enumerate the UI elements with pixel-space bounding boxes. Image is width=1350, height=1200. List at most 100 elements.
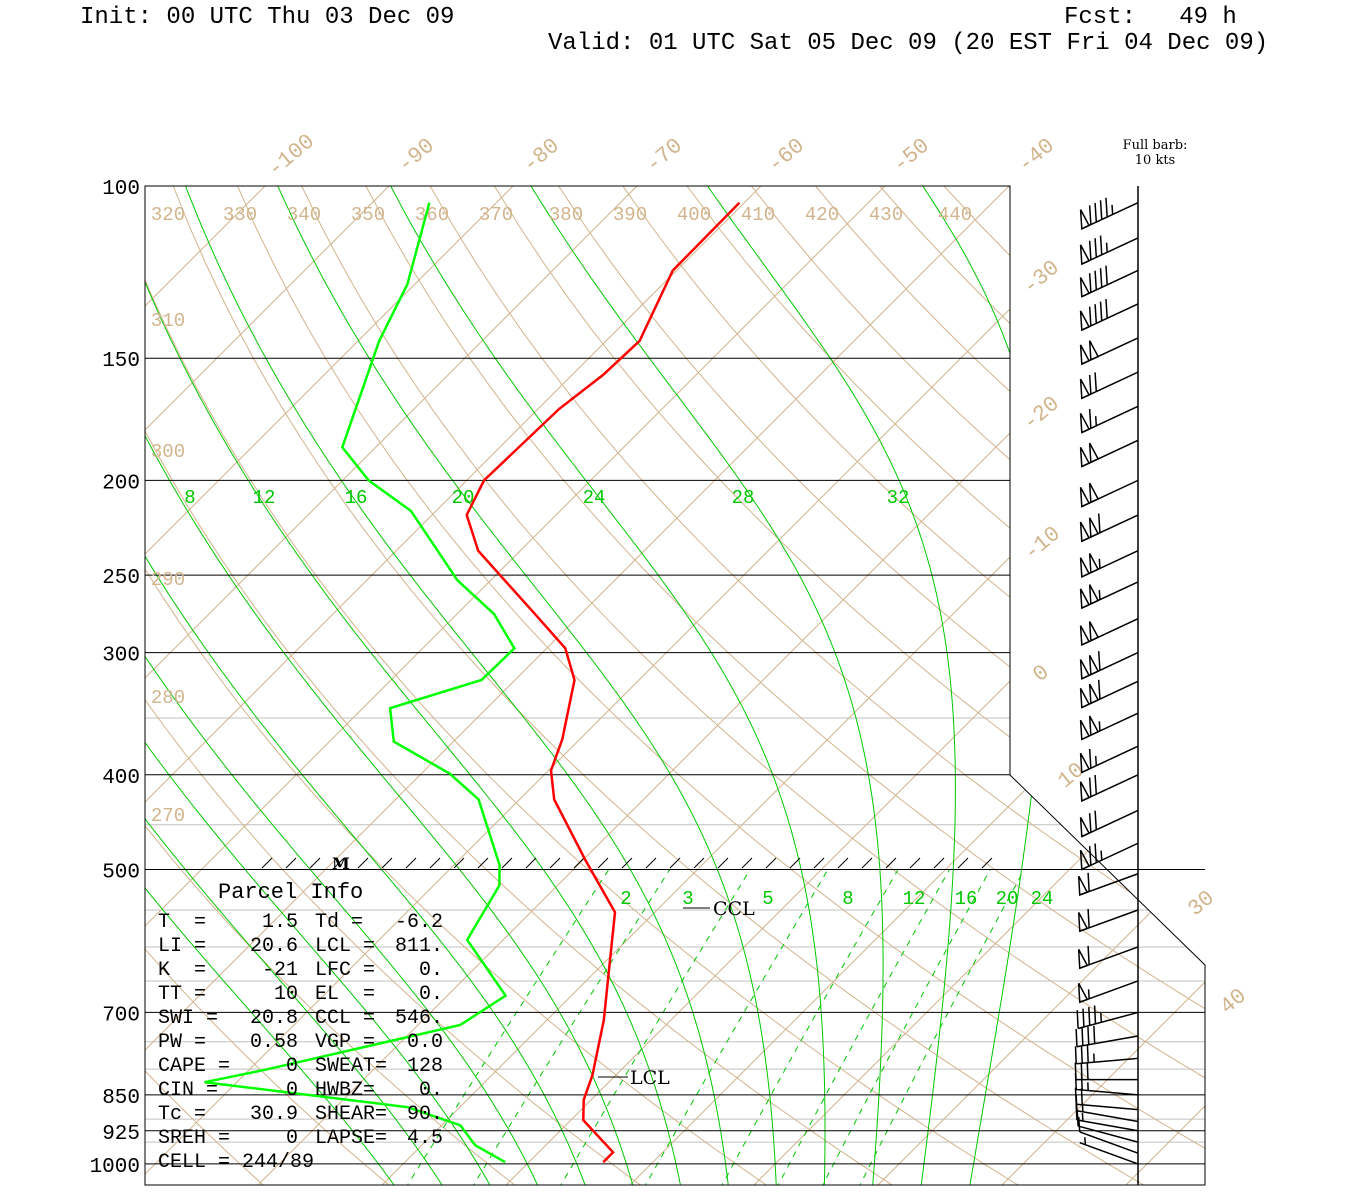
freezing-hatch <box>813 857 825 869</box>
wind-barb <box>1079 549 1139 579</box>
barb-full <box>1094 304 1098 324</box>
wind-barb <box>1079 712 1139 741</box>
isotherm <box>1001 186 1205 1185</box>
barb-full <box>1088 845 1092 866</box>
param-label: TT = <box>158 983 207 1006</box>
barb-pennant <box>1088 340 1100 362</box>
param-value: 4.5 <box>406 1127 443 1150</box>
moist-adiabat <box>145 186 445 1185</box>
barb-full <box>1094 238 1098 258</box>
isotherm-label: -10 <box>1019 521 1065 566</box>
freezing-marker: M <box>332 854 350 873</box>
barb-shaft <box>1076 1057 1139 1065</box>
wind-barb <box>1079 774 1139 803</box>
mixing-ratio-line <box>643 869 829 1185</box>
barb-full <box>1094 810 1098 830</box>
param-value: 20.6 <box>249 935 298 958</box>
moist-adiabat <box>145 186 587 1185</box>
ccl-label: CCL <box>713 898 755 920</box>
barb-full <box>1088 374 1092 395</box>
barb-full <box>1099 200 1103 220</box>
pressure-tick-label: 500 <box>102 862 140 885</box>
parcel-info-row: CAPE = 0 SWEAT= 128 <box>158 1055 458 1079</box>
parcel-info-row: T = 1.5 Td = -6.2 <box>158 911 458 935</box>
wind-barb <box>1074 1087 1139 1111</box>
dry-adiabat <box>405 186 1205 1185</box>
isotherm-label: -40 <box>1013 133 1059 178</box>
barb-full <box>1075 1104 1078 1121</box>
barb-full <box>1087 908 1090 928</box>
pressure-tick-label: 200 <box>102 472 140 495</box>
freezing-hatch <box>741 857 753 869</box>
param-label: K = <box>158 959 207 982</box>
barb-pennant <box>1079 310 1091 332</box>
parcel-info-row: SWI = 20.8 CCL = 546. <box>158 1007 458 1031</box>
barb-shaft <box>1076 1103 1139 1111</box>
barb-full <box>1099 235 1103 255</box>
wind-barb <box>1079 745 1139 774</box>
wind-barb <box>1074 1072 1139 1096</box>
isotherm <box>0 186 17 1185</box>
barb-full <box>1097 651 1101 671</box>
moist-adiabat <box>185 186 730 1185</box>
wind-barb <box>1075 1025 1139 1048</box>
wind-barb <box>1077 1116 1139 1154</box>
barb-full <box>1088 240 1092 260</box>
barb-pennant <box>1079 588 1091 610</box>
dry-adiabat-label: 330 <box>223 204 257 226</box>
param-value: 128 <box>406 1055 443 1078</box>
barb-full <box>1082 1008 1085 1027</box>
barb-pennant <box>1088 553 1100 574</box>
freezing-hatch <box>357 857 369 869</box>
freezing-hatch <box>981 857 993 869</box>
param-value: 546. <box>394 1007 443 1030</box>
freezing-hatch <box>549 857 561 869</box>
barb-full <box>1099 301 1103 321</box>
freezing-hatch <box>909 857 921 869</box>
barb-full <box>1081 1027 1084 1046</box>
barb-shaft <box>1076 1110 1139 1123</box>
mixing-ratio-label: 8 <box>842 888 853 910</box>
barb-full <box>1094 774 1098 795</box>
wind-barb <box>1079 581 1139 610</box>
barb-full <box>1080 1088 1083 1105</box>
pressure-tick-label: 300 <box>102 645 140 668</box>
isotherm-label: -60 <box>763 133 809 178</box>
wind-barb <box>1079 371 1139 400</box>
wind-barb <box>1077 980 1139 1004</box>
param-label: LCL = <box>315 935 376 958</box>
dry-adiabat-label: 400 <box>677 204 711 226</box>
dewpoint-profile <box>204 202 516 1164</box>
isotherm <box>145 186 1134 1185</box>
param-value: 10 <box>273 983 298 1006</box>
moist-adiabat <box>707 186 956 1185</box>
dry-adiabat-label: 300 <box>151 441 185 463</box>
barb-full <box>1093 1005 1097 1024</box>
freezing-hatch <box>669 857 681 869</box>
dry-adiabat <box>904 186 1205 1185</box>
valid-time: Valid: 01 UTC Sat 05 Dec 09 (20 EST Fri … <box>548 30 1269 57</box>
param-value: 30.9 <box>249 1103 298 1126</box>
freezing-hatch <box>885 857 897 869</box>
barb-shaft <box>1079 1131 1139 1154</box>
dry-adiabat <box>343 186 1205 1185</box>
barb-pennant <box>1088 621 1100 642</box>
freezing-hatch <box>957 857 969 869</box>
moist-adiabat-label: 16 <box>345 487 368 509</box>
dry-adiabat <box>592 186 1205 1185</box>
freezing-hatch <box>933 857 945 869</box>
dry-adiabat <box>145 186 772 1185</box>
barb-full <box>1094 372 1098 392</box>
mixing-ratio-label: 20 <box>996 888 1019 910</box>
param-label: T = <box>158 911 207 934</box>
barb-full <box>1075 1028 1078 1047</box>
isotherm <box>145 186 514 1185</box>
barb-full <box>1093 1025 1096 1044</box>
pressure-tick-label: 400 <box>102 767 140 790</box>
barb-full <box>1088 813 1092 833</box>
wind-barb <box>1079 679 1139 709</box>
moist-adiabat <box>277 186 777 1185</box>
barb-legend: Full barb: 10 kts <box>1100 138 1210 168</box>
barb-full <box>1088 748 1092 769</box>
